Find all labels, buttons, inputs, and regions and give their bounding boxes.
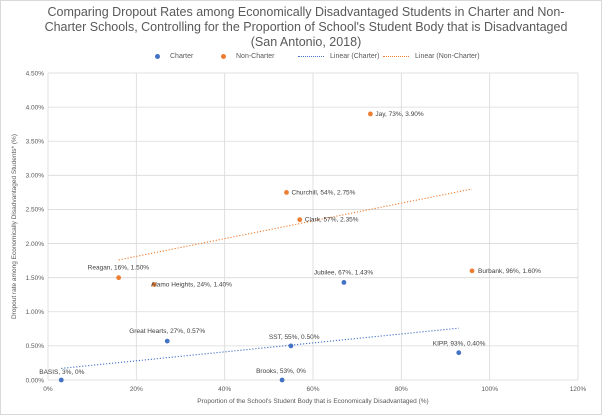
legend-item-linear-charter: Linear (Charter) xyxy=(298,53,379,60)
x-tick-label: 20% xyxy=(130,386,143,393)
y-tick-label: 3.00% xyxy=(26,173,45,180)
y-tick-label: 2.00% xyxy=(26,241,45,248)
x-tick-label: 80% xyxy=(395,386,408,393)
trendline-non-charter xyxy=(118,188,473,261)
point-charter xyxy=(58,377,64,383)
legend-line-non-charter xyxy=(383,56,409,57)
y-tick-label: 0.00% xyxy=(26,377,45,384)
trendline-charter xyxy=(61,327,459,369)
chart-legend: Charter Non-Charter Linear (Charter) Lin… xyxy=(0,53,602,67)
point-charter xyxy=(288,343,294,349)
point-charter xyxy=(279,377,285,383)
y-tick-label: 1.00% xyxy=(26,309,45,316)
point-non-charter xyxy=(297,217,303,223)
point-label-non-charter: Jay, 73%, 3.90% xyxy=(375,111,424,118)
point-label-non-charter: Churchill, 54%, 2.75% xyxy=(292,189,356,196)
point-label-non-charter: Clark, 57%, 2.35% xyxy=(305,217,359,224)
point-label-charter: SST, 55%, 0.50% xyxy=(269,334,320,341)
y-tick-label: 4.00% xyxy=(26,104,45,111)
x-tick-label: 120% xyxy=(570,386,587,393)
legend-label-charter: Charter xyxy=(170,53,194,60)
point-label-non-charter: Alamo Heights, 24%, 1.40% xyxy=(151,281,232,288)
legend-item-non-charter: Non-Charter xyxy=(221,53,275,60)
legend-label-linear-non-charter: Linear (Non-Charter) xyxy=(415,53,480,60)
y-tick-label: 3.50% xyxy=(26,139,45,146)
point-non-charter xyxy=(284,189,289,195)
point-label-non-charter: Reagan, 16%, 1.50% xyxy=(88,265,150,272)
y-tick-label: 2.50% xyxy=(26,207,45,214)
legend-marker-charter xyxy=(155,54,160,59)
axis-ticks: 0.00% 0.50% 1.00% 1.50% 2.00% 2.50% 3.00% 3.50%… xyxy=(26,70,587,393)
chart-title: Comparing Dropout Rates among Economical… xyxy=(44,5,568,49)
point-non-charter xyxy=(368,111,373,117)
legend-item-linear-non-charter: Linear (Non-Charter) xyxy=(383,53,480,60)
point-non-charter xyxy=(116,275,122,281)
point-label-charter: BASIS, 3%, 0% xyxy=(39,369,84,376)
x-tick-label: 60% xyxy=(306,386,319,393)
point-label-charter: KIPP, 93%, 0.40% xyxy=(433,341,486,348)
x-tick-label: 0% xyxy=(43,386,53,393)
legend-line-charter xyxy=(298,56,324,57)
x-tick-label: 40% xyxy=(218,386,231,393)
point-non-charter xyxy=(151,282,157,287)
point-label-non-charter: Burbank, 96%, 1.60% xyxy=(478,268,541,275)
point-charter xyxy=(164,338,170,344)
x-tick-label: 100% xyxy=(481,386,498,393)
y-tick-label: 0.50% xyxy=(26,343,45,350)
gridlines xyxy=(47,72,579,381)
point-label-charter: Brooks, 53%, 0% xyxy=(256,368,306,375)
legend-item-charter: Charter xyxy=(155,53,193,60)
point-non-charter xyxy=(469,268,475,274)
trendlines xyxy=(61,188,473,369)
point-charter xyxy=(341,280,347,285)
point-label-charter: Jubilee, 67%, 1.43% xyxy=(314,269,373,276)
y-tick-label: 4.50% xyxy=(26,70,45,77)
y-tick-label: 1.50% xyxy=(26,275,45,282)
x-axis-label: Proportion of the School's Student Body … xyxy=(197,398,428,405)
data-points: BASIS, 3%, 0% Great Hearts, 27%, 0.57% Bro… xyxy=(39,111,541,383)
point-charter xyxy=(456,350,462,356)
point-label-charter: Great Hearts, 27%, 0.57% xyxy=(129,328,205,335)
legend-marker-non-charter xyxy=(221,54,226,59)
legend-label-non-charter: Non-Charter xyxy=(236,53,275,60)
legend-label-linear-charter: Linear (Charter) xyxy=(330,53,380,60)
y-axis-label: Dropout rate among Economically Disadvan… xyxy=(11,134,18,319)
